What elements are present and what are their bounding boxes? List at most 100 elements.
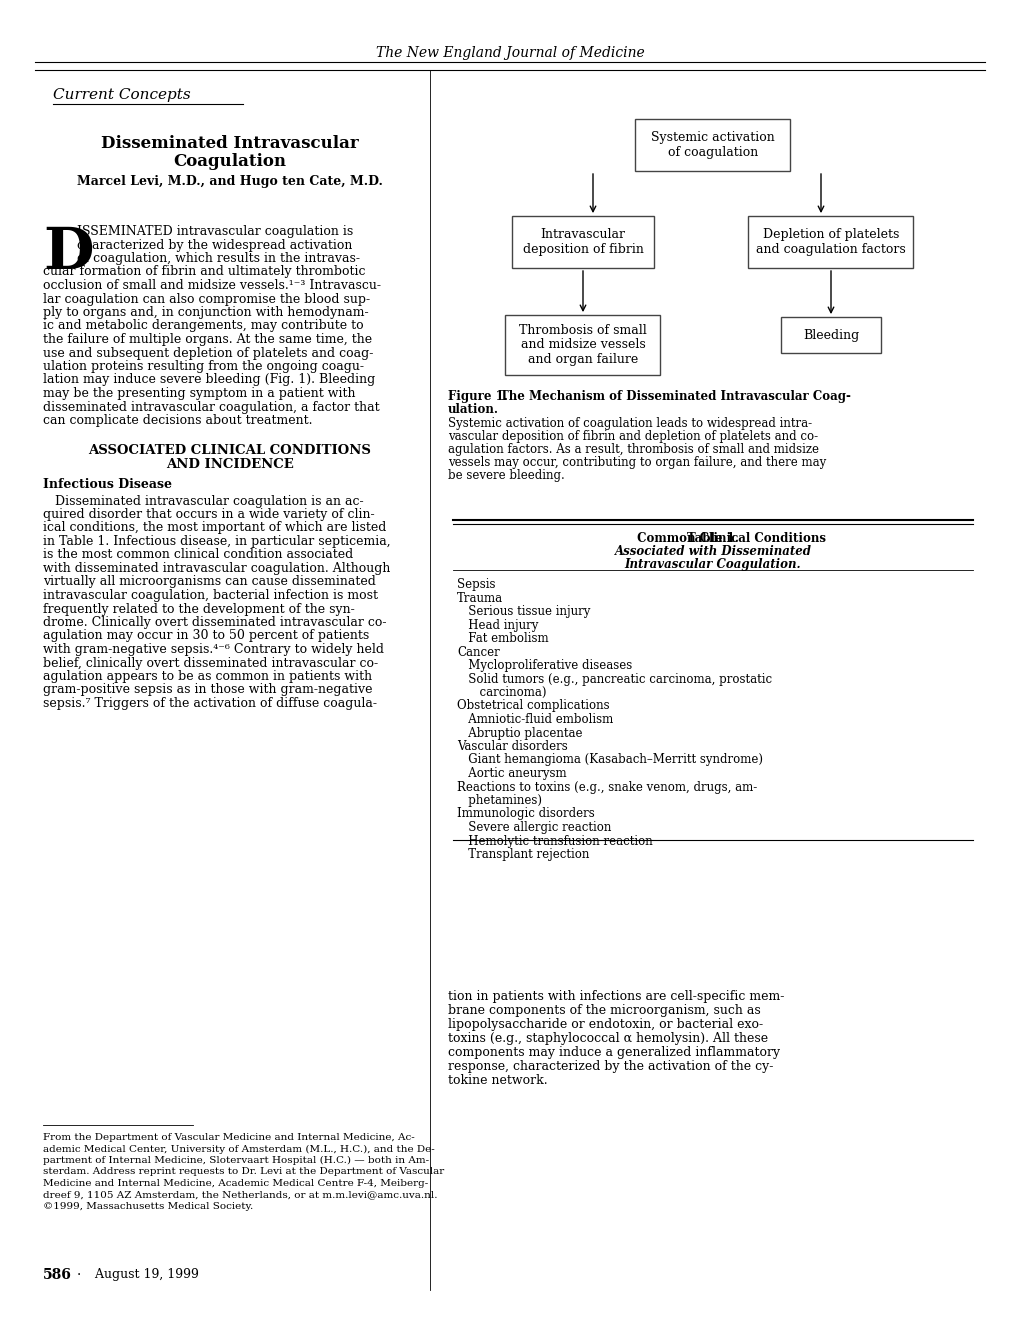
Text: agulation factors. As a result, thrombosis of small and midsize: agulation factors. As a result, thrombos… — [447, 444, 818, 455]
Text: in Table 1. Infectious disease, in particular septicemia,: in Table 1. Infectious disease, in parti… — [43, 535, 390, 548]
Text: Hemolytic transfusion reaction: Hemolytic transfusion reaction — [457, 834, 652, 847]
Text: 586: 586 — [43, 1269, 71, 1282]
Text: can complicate decisions about treatment.: can complicate decisions about treatment… — [43, 414, 312, 426]
Text: disseminated intravascular coagulation, a factor that: disseminated intravascular coagulation, … — [43, 400, 379, 413]
Text: response, characterized by the activation of the cy-: response, characterized by the activatio… — [447, 1060, 772, 1073]
Text: Table 1.: Table 1. — [687, 532, 738, 545]
Text: lar coagulation can also compromise the blood sup-: lar coagulation can also compromise the … — [43, 293, 370, 305]
Text: Obstetrical complications: Obstetrical complications — [457, 700, 609, 713]
Text: Abruptio placentae: Abruptio placentae — [457, 726, 582, 739]
FancyBboxPatch shape — [748, 216, 913, 268]
Text: virtually all microorganisms can cause disseminated: virtually all microorganisms can cause d… — [43, 576, 376, 589]
Text: Figure 1.: Figure 1. — [447, 389, 507, 403]
Text: Immunologic disorders: Immunologic disorders — [457, 808, 594, 821]
Text: be severe bleeding.: be severe bleeding. — [447, 469, 565, 482]
Text: August 19, 1999: August 19, 1999 — [87, 1269, 199, 1280]
Text: Vascular disorders: Vascular disorders — [457, 741, 568, 752]
Text: Solid tumors (e.g., pancreatic carcinoma, prostatic: Solid tumors (e.g., pancreatic carcinoma… — [457, 672, 771, 685]
Text: lation may induce severe bleeding (Fig. 1). Bleeding: lation may induce severe bleeding (Fig. … — [43, 374, 375, 387]
Text: vessels may occur, contributing to organ failure, and there may: vessels may occur, contributing to organ… — [447, 455, 825, 469]
Text: Systemic activation of coagulation leads to widespread intra-: Systemic activation of coagulation leads… — [447, 417, 811, 430]
Text: Head injury: Head injury — [457, 619, 538, 631]
Text: Bleeding: Bleeding — [802, 329, 858, 342]
Text: use and subsequent depletion of platelets and coag-: use and subsequent depletion of platelet… — [43, 346, 373, 359]
Text: occlusion of small and midsize vessels.¹⁻³ Intravascu-: occlusion of small and midsize vessels.¹… — [43, 279, 381, 292]
Text: Trauma: Trauma — [457, 591, 502, 605]
Text: of coagulation, which results in the intravas-: of coagulation, which results in the int… — [76, 252, 360, 265]
Text: Infectious Disease: Infectious Disease — [43, 479, 172, 491]
Text: brane components of the microorganism, such as: brane components of the microorganism, s… — [447, 1005, 760, 1016]
Text: quired disorder that occurs in a wide variety of clin-: quired disorder that occurs in a wide va… — [43, 508, 374, 521]
Text: intravascular coagulation, bacterial infection is most: intravascular coagulation, bacterial inf… — [43, 589, 378, 602]
FancyBboxPatch shape — [512, 216, 653, 268]
Text: ical conditions, the most important of which are listed: ical conditions, the most important of w… — [43, 521, 386, 535]
Text: frequently related to the development of the syn-: frequently related to the development of… — [43, 602, 355, 615]
Text: Systemic activation
of coagulation: Systemic activation of coagulation — [650, 131, 774, 158]
Text: Amniotic-fluid embolism: Amniotic-fluid embolism — [457, 713, 612, 726]
Text: Serious tissue injury: Serious tissue injury — [457, 605, 590, 618]
Text: Associated with Disseminated: Associated with Disseminated — [613, 545, 811, 558]
Text: Cancer: Cancer — [457, 645, 499, 659]
Text: Aortic aneurysm: Aortic aneurysm — [457, 767, 567, 780]
Text: partment of Internal Medicine, Slotervaart Hospital (H.C.) — both in Am-: partment of Internal Medicine, Slotervaa… — [43, 1156, 429, 1166]
Text: The Mechanism of Disseminated Intravascular Coag-: The Mechanism of Disseminated Intravascu… — [499, 389, 850, 403]
Text: AND INCIDENCE: AND INCIDENCE — [165, 458, 293, 471]
Text: Coagulation: Coagulation — [173, 153, 285, 170]
Text: may be the presenting symptom in a patient with: may be the presenting symptom in a patie… — [43, 387, 356, 400]
Text: Current Concepts: Current Concepts — [53, 88, 191, 102]
Text: gram-positive sepsis as in those with gram-negative: gram-positive sepsis as in those with gr… — [43, 684, 372, 697]
Text: with gram-negative sepsis.⁴⁻⁶ Contrary to widely held: with gram-negative sepsis.⁴⁻⁶ Contrary t… — [43, 643, 383, 656]
Text: toxins (e.g., staphylococcal α hemolysin). All these: toxins (e.g., staphylococcal α hemolysin… — [447, 1032, 767, 1045]
Text: sterdam. Address reprint requests to Dr. Levi at the Department of Vascular: sterdam. Address reprint requests to Dr.… — [43, 1167, 444, 1176]
Text: agulation appears to be as common in patients with: agulation appears to be as common in pat… — [43, 671, 372, 682]
Text: Fat embolism: Fat embolism — [457, 632, 548, 645]
Text: belief, clinically overt disseminated intravascular co-: belief, clinically overt disseminated in… — [43, 656, 378, 669]
Text: Thrombosis of small
and midsize vessels
and organ failure: Thrombosis of small and midsize vessels … — [519, 323, 646, 367]
Text: ·: · — [76, 1269, 82, 1282]
Text: ASSOCIATED CLINICAL CONDITIONS: ASSOCIATED CLINICAL CONDITIONS — [88, 444, 371, 457]
Text: ademic Medical Center, University of Amsterdam (M.L., H.C.), and the De-: ademic Medical Center, University of Ams… — [43, 1144, 434, 1154]
Text: tokine network.: tokine network. — [447, 1074, 547, 1086]
Text: ic and metabolic derangements, may contribute to: ic and metabolic derangements, may contr… — [43, 319, 363, 333]
Text: Transplant rejection: Transplant rejection — [457, 847, 589, 861]
Text: Giant hemangioma (Kasabach–Merritt syndrome): Giant hemangioma (Kasabach–Merritt syndr… — [457, 754, 762, 767]
Text: carcinoma): carcinoma) — [457, 686, 546, 700]
Text: Reactions to toxins (e.g., snake venom, drugs, am-: Reactions to toxins (e.g., snake venom, … — [457, 780, 756, 793]
Text: The New England Journal of Medicine: The New England Journal of Medicine — [375, 46, 644, 59]
Text: vascular deposition of fibrin and depletion of platelets and co-: vascular deposition of fibrin and deplet… — [447, 430, 817, 444]
Text: drome. Clinically overt disseminated intravascular co-: drome. Clinically overt disseminated int… — [43, 616, 386, 630]
Text: Severe allergic reaction: Severe allergic reaction — [457, 821, 610, 834]
Text: dreef 9, 1105 AZ Amsterdam, the Netherlands, or at m.m.levi@amc.uva.nl.: dreef 9, 1105 AZ Amsterdam, the Netherla… — [43, 1191, 437, 1200]
Text: Marcel Levi, M.D., and Hugo ten Cate, M.D.: Marcel Levi, M.D., and Hugo ten Cate, M.… — [76, 176, 382, 187]
Text: Sepsis: Sepsis — [457, 578, 495, 591]
Text: ulation.: ulation. — [447, 403, 498, 416]
Text: lipopolysaccharide or endotoxin, or bacterial exo-: lipopolysaccharide or endotoxin, or bact… — [447, 1018, 762, 1031]
Text: ulation proteins resulting from the ongoing coagu-: ulation proteins resulting from the ongo… — [43, 360, 364, 374]
Text: ISSEMINATED intravascular coagulation is: ISSEMINATED intravascular coagulation is — [76, 224, 353, 238]
Text: Disseminated intravascular coagulation is an ac-: Disseminated intravascular coagulation i… — [43, 495, 363, 507]
Text: D: D — [43, 224, 94, 281]
Text: cular formation of fibrin and ultimately thrombotic: cular formation of fibrin and ultimately… — [43, 265, 365, 279]
Text: Intravascular Coagulation.: Intravascular Coagulation. — [624, 558, 801, 572]
Text: Medicine and Internal Medicine, Academic Medical Centre F-4, Meiberg-: Medicine and Internal Medicine, Academic… — [43, 1179, 428, 1188]
Text: From the Department of Vascular Medicine and Internal Medicine, Ac-: From the Department of Vascular Medicine… — [43, 1133, 415, 1142]
Text: phetamines): phetamines) — [457, 795, 541, 807]
FancyBboxPatch shape — [635, 119, 790, 172]
Text: Depletion of platelets
and coagulation factors: Depletion of platelets and coagulation f… — [755, 228, 905, 256]
Text: agulation may occur in 30 to 50 percent of patients: agulation may occur in 30 to 50 percent … — [43, 630, 369, 643]
Text: ply to organs and, in conjunction with hemodynam-: ply to organs and, in conjunction with h… — [43, 306, 368, 319]
Text: with disseminated intravascular coagulation. Although: with disseminated intravascular coagulat… — [43, 562, 390, 576]
Text: is the most common clinical condition associated: is the most common clinical condition as… — [43, 549, 353, 561]
Text: characterized by the widespread activation: characterized by the widespread activati… — [76, 239, 352, 252]
Text: Disseminated Intravascular: Disseminated Intravascular — [101, 135, 358, 152]
Text: Mycloproliferative diseases: Mycloproliferative diseases — [457, 659, 632, 672]
Text: ©1999, Massachusetts Medical Society.: ©1999, Massachusetts Medical Society. — [43, 1203, 253, 1210]
FancyBboxPatch shape — [505, 315, 660, 375]
Text: tion in patients with infections are cell-specific mem-: tion in patients with infections are cel… — [447, 990, 784, 1003]
Text: sepsis.⁷ Triggers of the activation of diffuse coagula-: sepsis.⁷ Triggers of the activation of d… — [43, 697, 377, 710]
Text: the failure of multiple organs. At the same time, the: the failure of multiple organs. At the s… — [43, 333, 372, 346]
Text: Common Clinical Conditions: Common Clinical Conditions — [599, 532, 825, 545]
Text: Intravascular
deposition of fibrin: Intravascular deposition of fibrin — [522, 228, 643, 256]
FancyBboxPatch shape — [781, 317, 880, 352]
Text: components may induce a generalized inflammatory: components may induce a generalized infl… — [447, 1045, 780, 1059]
